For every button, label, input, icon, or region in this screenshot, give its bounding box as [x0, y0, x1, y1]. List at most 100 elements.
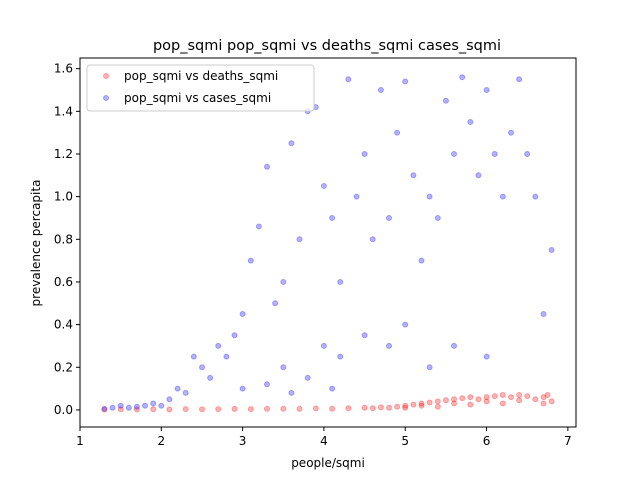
point-series-1-21 [272, 300, 279, 307]
point-series-1-15 [223, 353, 230, 360]
point-series-1-60 [361, 332, 368, 339]
point-series-1-56 [280, 364, 287, 371]
point-series-1-39 [418, 257, 425, 264]
point-series-1-37 [402, 78, 409, 85]
point-series-1-11 [190, 353, 197, 360]
point-series-0-43 [451, 400, 457, 407]
point-series-1-0 [101, 405, 108, 412]
point-series-1-13 [207, 374, 214, 381]
legend-marker-deaths [103, 73, 109, 79]
point-series-1-43 [451, 151, 457, 157]
point-series-1-17 [239, 311, 246, 317]
point-series-0-37 [544, 392, 551, 398]
y-tick-label-3: 0.6 [54, 275, 73, 289]
point-series-0-45 [483, 398, 490, 405]
point-series-1-62 [402, 321, 409, 328]
point-series-1-59 [337, 353, 344, 360]
point-series-0-35 [532, 396, 539, 403]
x-tick-label-2: 3 [239, 434, 247, 448]
point-series-0-10 [264, 405, 270, 412]
y-axis: 0.0 0.2 0.4 0.6 0.8 1.0 1.2 1.4 1.6 [54, 62, 80, 417]
point-series-1-66 [239, 385, 246, 392]
point-series-1-53 [532, 193, 539, 200]
point-series-1-5 [142, 402, 148, 409]
point-series-1-19 [255, 223, 262, 230]
point-series-1-40 [426, 193, 433, 200]
point-series-1-24 [296, 236, 303, 243]
point-series-1-52 [524, 151, 531, 157]
point-series-0-39 [540, 400, 547, 407]
point-series-1-22 [280, 279, 287, 285]
y-tick-label-0: 0.0 [54, 403, 73, 417]
y-tick-label-6: 1.2 [54, 147, 73, 161]
point-series-0-26 [459, 395, 466, 402]
point-series-1-58 [320, 342, 327, 349]
point-series-0-30 [491, 393, 498, 400]
point-series-0-22 [426, 399, 433, 406]
point-series-1-16 [231, 332, 238, 339]
point-series-0-11 [280, 405, 287, 412]
point-series-1-55 [548, 247, 555, 253]
point-series-0-19 [402, 402, 409, 409]
point-series-1-42 [442, 97, 449, 104]
points-layer [101, 74, 555, 413]
point-series-1-29 [337, 279, 344, 285]
point-series-0-17 [377, 404, 384, 411]
point-series-1-68 [288, 389, 295, 396]
legend-box [86, 64, 315, 112]
legend: pop_sqmi vs deaths_sqmi pop_sqmi vs case… [86, 64, 315, 112]
point-series-1-51 [516, 76, 523, 83]
point-series-1-27 [320, 183, 327, 189]
legend-label-cases: pop_sqmi vs cases_sqmi [124, 91, 271, 105]
point-series-1-10 [182, 389, 189, 396]
x-axis: 1 2 3 4 5 6 7 [76, 427, 572, 448]
point-series-0-40 [402, 404, 409, 411]
point-series-1-8 [166, 396, 173, 403]
point-series-0-46 [499, 400, 506, 407]
x-tick-label-6: 7 [564, 434, 572, 448]
x-tick-label-3: 4 [320, 434, 328, 448]
point-series-1-36 [394, 129, 401, 136]
point-series-0-2 [133, 406, 140, 413]
plot-area [79, 57, 577, 428]
point-series-1-4 [133, 403, 140, 410]
point-series-0-7 [215, 406, 222, 413]
y-tick-label-7: 1.4 [54, 104, 73, 118]
point-series-0-20 [410, 401, 417, 408]
point-series-0-13 [312, 405, 319, 412]
point-series-0-31 [499, 392, 506, 398]
point-series-0-12 [296, 405, 303, 412]
point-series-1-61 [386, 342, 392, 349]
y-tick-label-5: 1.0 [54, 190, 73, 204]
point-series-1-65 [483, 353, 490, 360]
point-series-0-33 [516, 392, 523, 398]
point-series-1-7 [158, 402, 165, 409]
point-series-0-23 [434, 398, 441, 405]
point-series-1-44 [459, 74, 466, 81]
point-series-1-69 [329, 385, 336, 392]
point-series-0-3 [150, 406, 157, 413]
point-series-1-3 [125, 404, 132, 411]
point-series-1-1 [109, 404, 116, 411]
point-series-1-9 [174, 385, 181, 392]
y-tick-label-2: 0.4 [54, 318, 73, 332]
point-series-1-49 [499, 193, 506, 200]
point-series-0-15 [345, 405, 352, 412]
point-series-0-5 [182, 406, 189, 413]
point-series-0-14 [329, 405, 336, 412]
x-tick-label-5: 6 [483, 434, 491, 448]
plot-frame [79, 57, 577, 428]
point-series-0-29 [483, 394, 490, 401]
point-series-1-57 [304, 374, 311, 381]
point-series-1-20 [264, 163, 270, 170]
legend-label-deaths: pop_sqmi vs deaths_sqmi [124, 69, 278, 83]
point-series-1-34 [377, 87, 384, 93]
point-series-0-49 [369, 405, 376, 412]
point-series-0-16 [361, 404, 368, 411]
point-series-1-12 [199, 364, 205, 371]
y-tick-label-8: 1.6 [54, 62, 73, 76]
y-tick-label-4: 0.8 [54, 232, 73, 246]
point-series-0-21 [418, 400, 425, 407]
point-series-0-0 [101, 406, 108, 413]
point-series-0-24 [442, 397, 449, 404]
